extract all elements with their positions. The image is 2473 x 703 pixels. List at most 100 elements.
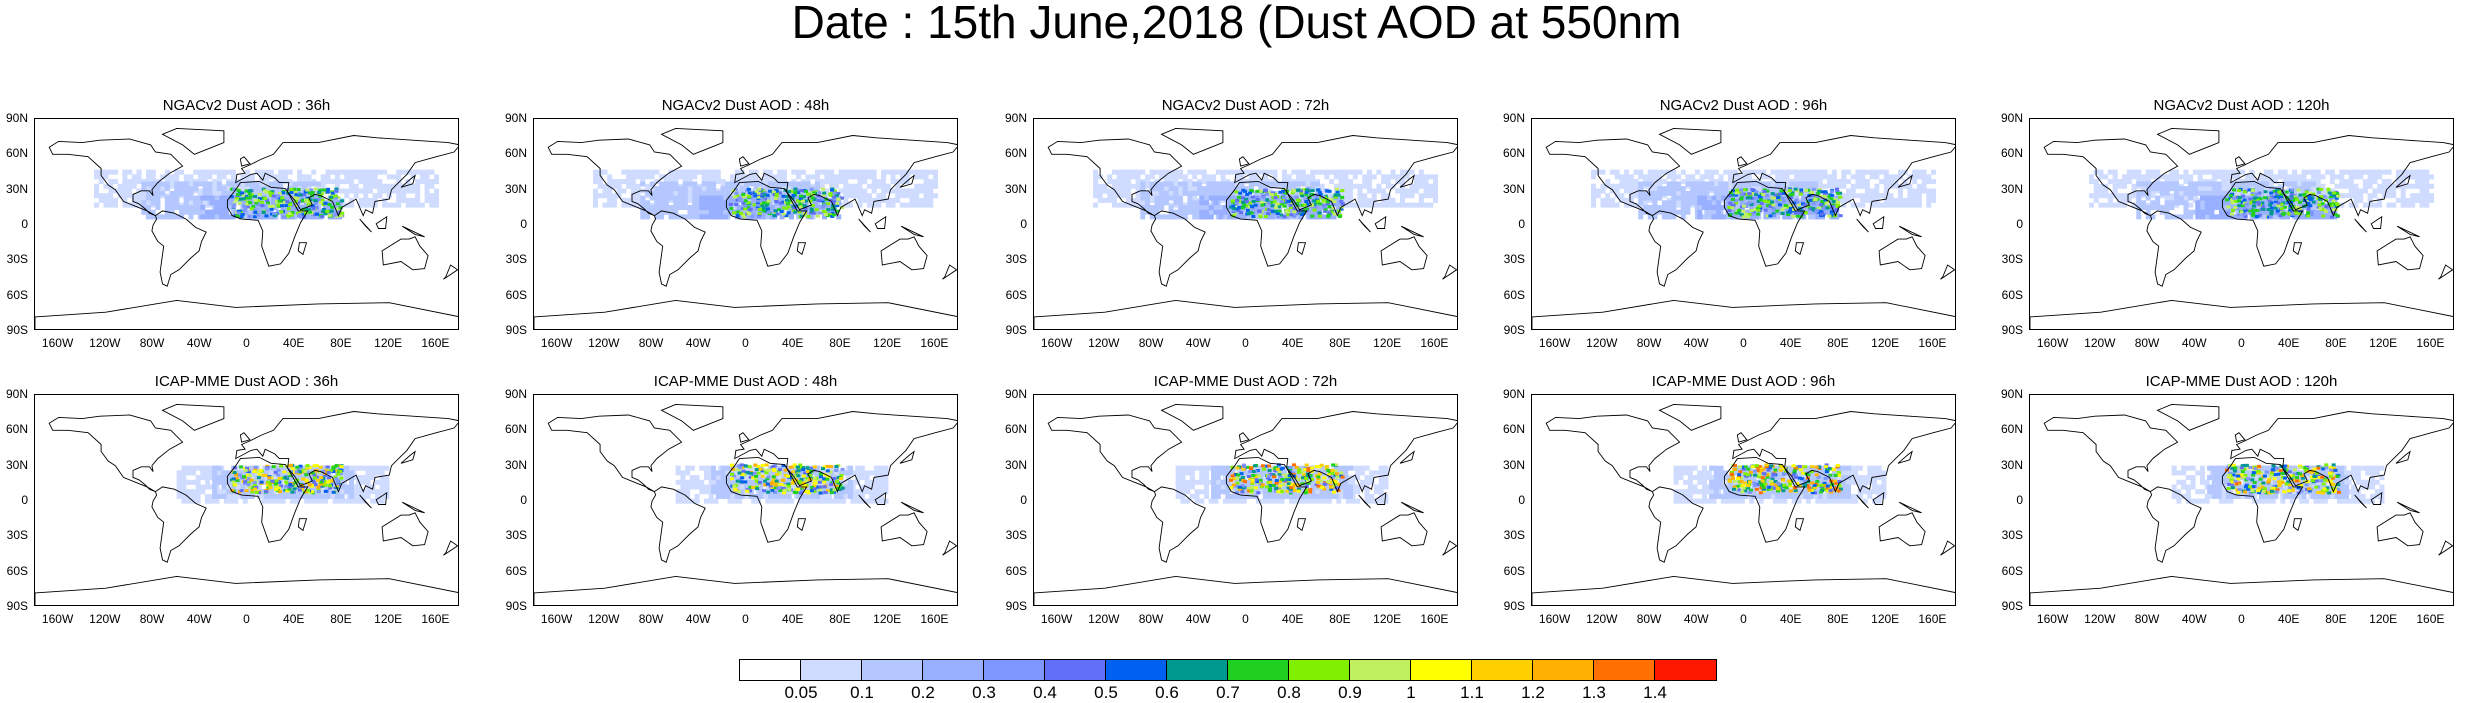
aod-cell: [2193, 181, 2198, 186]
aod-cell: [1772, 197, 1776, 200]
aod-cell: [2405, 170, 2410, 175]
aod-cell: [207, 174, 212, 179]
aod-cell: [1136, 174, 1141, 179]
aod-cell: [1765, 194, 1769, 197]
aod-cell: [1830, 190, 1834, 193]
aod-cell: [1419, 184, 1424, 189]
aod-cell: [1121, 188, 1126, 193]
aod-cell: [308, 211, 312, 214]
aod-cell: [1907, 193, 1912, 198]
aod-cell: [2330, 179, 2335, 184]
aod-cell: [316, 181, 321, 186]
aod-cell: [796, 174, 801, 179]
aod-cell: [429, 203, 434, 208]
aod-cell: [1917, 193, 1922, 198]
aod-cell: [1808, 170, 1813, 175]
aod-cell: [678, 186, 683, 191]
aod-cell: [1600, 170, 1605, 175]
aod-cell: [1695, 205, 1700, 210]
aod-cell: [631, 179, 636, 184]
aod-cell: [2188, 191, 2193, 196]
aod-cell: [1643, 205, 1648, 210]
aod-cell: [2169, 174, 2174, 179]
lat-tick-label: 30N: [499, 183, 527, 195]
aod-cell: [721, 191, 726, 196]
aod-cell: [373, 203, 378, 208]
aod-cell: [222, 170, 227, 175]
aod-cell: [1317, 211, 1321, 214]
aod-cell: [895, 198, 900, 203]
aod-cell: [1209, 214, 1214, 219]
aod-cell: [1376, 170, 1381, 175]
aod-cell: [1707, 205, 1712, 210]
aod-cell: [1739, 197, 1743, 200]
aod-cell: [396, 193, 401, 198]
aod-cell: [747, 188, 751, 191]
aod-cell: [612, 198, 617, 203]
aod-cell: [748, 191, 752, 194]
aod-cell: [1652, 174, 1657, 179]
aod-cell: [1716, 200, 1721, 205]
aod-cell: [607, 188, 612, 193]
aod-cell: [1107, 174, 1112, 179]
aod-cell: [358, 188, 363, 193]
aod-cell: [368, 174, 373, 179]
aod-cell: [217, 174, 222, 179]
aod-cell: [279, 210, 283, 213]
aod-cell: [1624, 188, 1629, 193]
lon-tick-label: 160E: [1414, 337, 1454, 349]
aod-cell: [659, 205, 664, 210]
aod-cell: [1851, 188, 1856, 193]
aod-cell: [654, 196, 659, 201]
aod-cell: [1839, 214, 1843, 217]
aod-cell: [709, 196, 714, 201]
aod-cell: [2226, 170, 2231, 175]
aod-cell: [305, 189, 309, 192]
aod-cell: [821, 188, 825, 191]
aod-cell: [2207, 181, 2212, 186]
aod-cell: [1700, 191, 1705, 196]
aod-cell: [1237, 196, 1241, 199]
aod-cell: [165, 181, 170, 186]
aod-cell: [1381, 174, 1386, 179]
aod-cell: [160, 191, 165, 196]
aod-cell: [387, 203, 392, 208]
aod-cell: [210, 200, 215, 205]
coastline: [797, 243, 805, 255]
aod-cell: [1874, 170, 1879, 175]
aod-cell: [1187, 210, 1192, 215]
aod-cell: [1634, 179, 1639, 184]
aod-cell: [1671, 196, 1676, 201]
aod-cell: [2382, 170, 2387, 175]
aod-cell: [1820, 213, 1824, 216]
aod-cell: [1121, 184, 1126, 189]
coastline: [739, 157, 749, 166]
aod-cell: [1428, 188, 1433, 193]
aod-cell: [1126, 188, 1131, 193]
aod-cell: [1827, 179, 1832, 184]
aod-cell: [1624, 179, 1629, 184]
aod-cell: [137, 174, 142, 179]
aod-cell: [725, 186, 730, 191]
aod-cell: [240, 184, 245, 189]
aod-cell: [1662, 214, 1667, 219]
aod-cell: [2165, 205, 2170, 210]
world-map: [2029, 118, 2454, 330]
aod-cell: [1183, 191, 1188, 196]
aod-cell: [429, 198, 434, 203]
aod-cell: [174, 174, 179, 179]
aod-cell: [692, 200, 697, 205]
lat-tick-label: 60N: [0, 147, 28, 159]
aod-cell: [1409, 170, 1414, 175]
aod-cell: [1884, 174, 1889, 179]
aod-cell: [2136, 214, 2141, 219]
aod-cell: [2122, 193, 2127, 198]
aod-cell: [1292, 210, 1296, 213]
aod-cell: [758, 212, 762, 215]
aod-cell: [1348, 203, 1353, 208]
aod-cell: [1723, 170, 1728, 175]
aod-cell: [1591, 174, 1596, 179]
aod-cell: [340, 179, 345, 184]
aod-cell: [250, 207, 254, 210]
aod-cell: [137, 170, 142, 175]
